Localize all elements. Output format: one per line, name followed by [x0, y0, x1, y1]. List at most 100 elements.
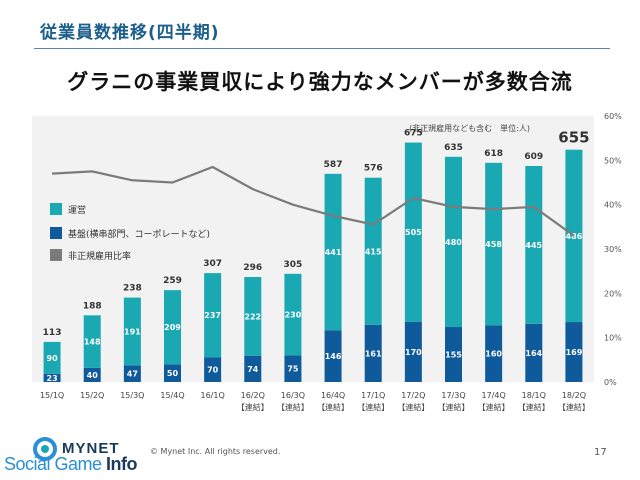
copyright: © Mynet Inc. All rights reserved. [150, 447, 281, 456]
x-tick-label: 16/2Q [241, 391, 265, 400]
bar-kiban [364, 324, 382, 382]
y-tick-label: 30% [604, 245, 622, 254]
data-label-kiban: 170 [405, 348, 422, 357]
legend-label: 基盤(横串部門、コーポレートなど) [68, 228, 210, 240]
bar-unei [164, 290, 181, 365]
bar-unei [485, 162, 503, 326]
bar-unei [284, 273, 302, 356]
data-label-kiban: 169 [566, 348, 583, 357]
x-tick-label: 15/4Q [160, 391, 184, 400]
data-label-unei: 458 [485, 240, 502, 249]
bar-unei [204, 273, 222, 358]
data-label-kiban: 40 [87, 371, 99, 380]
x-tick-label: 17/2Q [401, 391, 425, 400]
bar-unei [43, 341, 61, 374]
data-label-unei: 90 [47, 354, 59, 363]
bar-unei [364, 177, 382, 325]
data-label-unei: 445 [525, 241, 542, 250]
bar-unei [123, 297, 141, 366]
bar-kiban [284, 355, 302, 382]
bar-kiban [204, 357, 222, 382]
bar-unei [83, 315, 101, 368]
bar-unei [445, 156, 462, 328]
x-tick-label: 17/1Q [361, 391, 385, 400]
x-tick-label: 15/2Q [80, 391, 104, 400]
x-tick-label: 15/1Q [40, 391, 64, 400]
y-tick-label: 40% [604, 201, 622, 210]
headline: グラニの事業買収により強力なメンバーが多数合流 [67, 70, 573, 94]
data-label-unei: 230 [285, 311, 302, 320]
data-label-kiban: 164 [525, 349, 542, 358]
x-tick-label: 16/4Q [321, 391, 345, 400]
bar-kiban [324, 330, 342, 382]
bar-unei [324, 173, 342, 331]
x-tick-label: 【連結】 [277, 402, 309, 412]
mynet-logo-dot [41, 445, 49, 453]
mynet-logo-icon [33, 437, 57, 461]
data-label-total: 305 [284, 260, 303, 270]
data-label-unei: 441 [325, 248, 342, 257]
data-label-total: 296 [243, 263, 262, 273]
y-tick-label: 50% [604, 156, 622, 165]
logo-sub-a: Social Game [4, 454, 107, 474]
unit-note: (非正規雇用なども含む 単位:人) [409, 123, 530, 133]
x-tick-label: 18/1Q [522, 391, 546, 400]
bar-kiban [244, 355, 262, 382]
data-label-kiban: 23 [47, 374, 58, 383]
legend-swatch [50, 249, 62, 261]
x-tick-label: 17/3Q [441, 391, 465, 400]
x-tick-label: 【連結】 [478, 402, 510, 412]
section-title: 従業員数推移(四半期) [40, 23, 220, 43]
bar-kiban [565, 322, 583, 382]
bar-unei [525, 166, 543, 324]
legend-label: 非正規雇用比率 [68, 250, 131, 262]
data-label-total: 609 [524, 152, 543, 162]
data-label-total: 635 [444, 143, 463, 153]
data-label-unei: 148 [84, 338, 101, 347]
data-label-kiban: 161 [365, 349, 382, 358]
data-label-unei: 480 [445, 238, 462, 247]
data-label-unei: 505 [405, 228, 422, 237]
x-tick-label: 【連結】 [317, 402, 349, 412]
x-tick-label: 17/4Q [482, 391, 506, 400]
data-label-kiban: 146 [325, 352, 342, 361]
data-label-kiban: 50 [167, 369, 179, 378]
data-label-total: 675 [404, 129, 423, 139]
x-tick-label: 【連結】 [237, 402, 269, 412]
data-label-total: 113 [43, 328, 62, 338]
data-label-kiban: 74 [247, 365, 259, 374]
x-tick-label: 15/3Q [120, 391, 144, 400]
x-tick-label: 【連結】 [518, 402, 550, 412]
line-series-hiseiki [52, 165, 575, 237]
social-game-info-logo: Social Game Info [4, 454, 138, 475]
data-label-total: 618 [484, 149, 503, 159]
data-label-total: 655 [558, 129, 589, 147]
data-label-kiban: 160 [485, 350, 502, 359]
title-divider [34, 48, 610, 49]
x-tick-label: 【連結】 [438, 402, 470, 412]
data-label-kiban: 75 [287, 365, 299, 374]
legend-swatch [50, 203, 62, 215]
data-label-total: 587 [324, 160, 343, 170]
data-label-unei: 237 [204, 311, 221, 320]
data-label-total: 259 [163, 276, 182, 286]
data-label-unei: 486 [566, 232, 583, 241]
data-label-unei: 222 [244, 312, 261, 321]
data-label-unei: 191 [124, 327, 141, 336]
bar-unei [244, 277, 262, 356]
bar-kiban [164, 364, 181, 382]
page-number: 17 [594, 447, 607, 458]
data-label-total: 188 [83, 301, 102, 311]
data-label-unei: 415 [365, 247, 382, 256]
plot-background [32, 116, 594, 382]
x-tick-label: 16/1Q [201, 391, 225, 400]
y-tick-label: 20% [604, 289, 622, 298]
data-label-kiban: 47 [127, 370, 138, 379]
data-label-total: 238 [123, 284, 142, 294]
data-label-kiban: 155 [445, 351, 462, 360]
data-label-kiban: 70 [207, 366, 219, 375]
x-tick-label: 【連結】 [558, 402, 590, 412]
x-tick-label: 18/2Q [562, 391, 586, 400]
legend-swatch [50, 227, 62, 239]
